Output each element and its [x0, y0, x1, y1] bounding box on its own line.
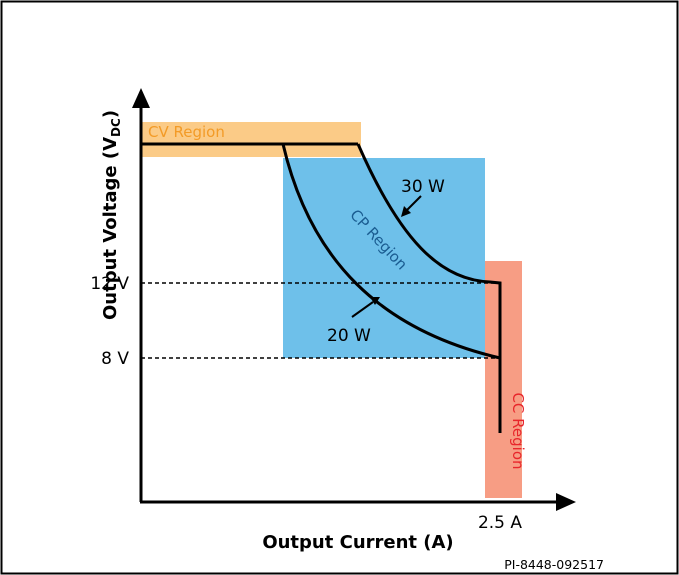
y-axis-title-close: ): [100, 110, 121, 118]
cv-region-label: CV Region: [148, 123, 225, 141]
cc-region-label: CC Region: [509, 392, 527, 469]
30w-callout-arrow: [405, 195, 422, 212]
30w-curve-label: 30 W: [401, 177, 445, 197]
30w-power-curve: [356, 143, 502, 433]
20w-callout-arrowhead: [370, 297, 380, 305]
y-axis-title-main: Output Voltage (V: [100, 137, 121, 320]
20w-power-curve: [281, 143, 501, 360]
figure-id: PI-8448-092517: [504, 557, 604, 572]
20w-callout-arrow: [351, 301, 374, 318]
cc-region-fill: [485, 261, 522, 498]
cv-region-fill: [141, 122, 361, 157]
x-axis-title: Output Current (A): [262, 532, 453, 553]
y-axis-title-subscript: DC: [109, 118, 123, 137]
y-axis-title: Output Voltage (VDC): [100, 110, 123, 320]
current-tick-label: 2.5 A: [478, 513, 522, 533]
cp-region-fill: [283, 158, 485, 358]
x-axis-arrowhead: [556, 493, 576, 511]
30w-callout-arrowhead: [401, 206, 411, 217]
12v-tick-label: 12 V: [90, 274, 129, 294]
8v-tick-label: 8 V: [101, 349, 129, 369]
20w-curve-label: 20 W: [327, 326, 371, 346]
y-axis-arrowhead: [132, 88, 150, 108]
